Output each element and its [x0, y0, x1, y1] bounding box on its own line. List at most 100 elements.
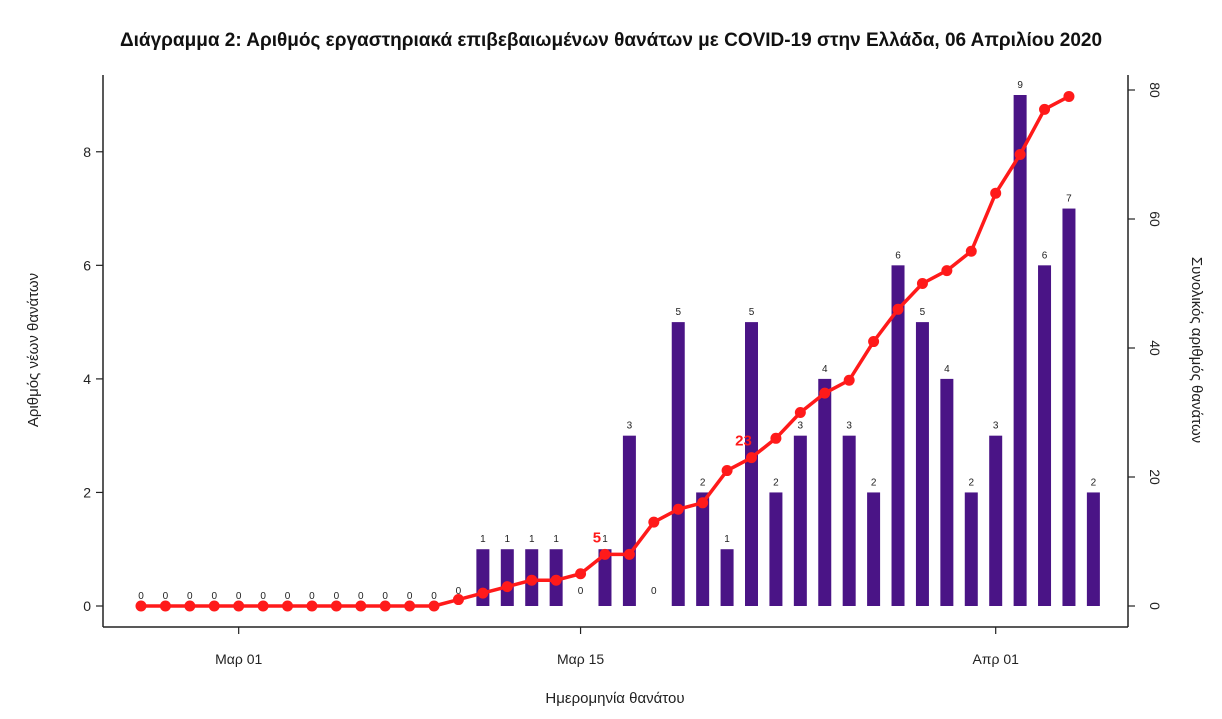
y-right-tick-label: 40	[1147, 340, 1163, 356]
y-left-tick-label: 4	[83, 371, 91, 387]
y-left-tick-label: 8	[83, 144, 91, 160]
bar-value-label: 0	[334, 591, 340, 602]
bar	[1062, 208, 1076, 607]
y-axis-right-title: Συνολικός αριθμός θανάτων	[1188, 257, 1205, 443]
bar-value-label: 3	[993, 421, 999, 432]
cumulative-point	[452, 594, 464, 606]
cumulative-point	[379, 600, 391, 612]
cumulative-point	[843, 374, 855, 386]
bar	[964, 492, 978, 606]
bar-value-label: 5	[749, 307, 755, 318]
cumulative-point	[868, 336, 880, 348]
bar-value-label: 0	[358, 591, 364, 602]
bar-value-label: 4	[944, 364, 950, 375]
cumulative-point	[721, 465, 733, 477]
cumulative-point	[746, 452, 757, 464]
bar-value-label: 1	[724, 534, 730, 545]
bar-value-label: 5	[675, 307, 681, 318]
bar	[842, 435, 856, 606]
bar-value-label: 0	[651, 586, 657, 597]
bar	[891, 265, 905, 606]
cumulative-line	[141, 94, 1070, 608]
cumulative-point	[526, 574, 538, 586]
cumulative-point	[184, 600, 196, 612]
bar-value-label: 2	[1091, 477, 1097, 488]
bar-value-label: 2	[871, 477, 877, 488]
cumulative-point	[550, 574, 562, 586]
bar	[500, 549, 514, 606]
bar	[793, 435, 807, 606]
y-left-tick-label: 6	[83, 257, 91, 273]
bar-value-label: 0	[431, 591, 437, 602]
cumulative-point	[208, 600, 220, 612]
bar-value-label: 0	[187, 591, 193, 602]
cumulative-point	[1039, 103, 1051, 115]
y-left-tick-label: 0	[83, 598, 91, 614]
y-right-tick-label: 20	[1147, 469, 1163, 485]
bar-value-label: 0	[285, 591, 291, 602]
x-tick-label: Απρ 01	[972, 651, 1019, 667]
bar	[720, 549, 734, 606]
x-tick-label: Μαρ 01	[215, 651, 262, 667]
cumulative-point	[648, 516, 660, 528]
y-right-tick-label: 60	[1147, 211, 1163, 227]
bar-value-label: 3	[846, 421, 852, 432]
cumulative-point	[770, 432, 782, 444]
bar-value-label: 0	[309, 591, 315, 602]
bar	[989, 435, 1003, 606]
bar	[598, 549, 612, 606]
bar-value-label: 0	[163, 591, 169, 602]
bar	[940, 378, 954, 606]
bar	[671, 322, 685, 606]
cumulative-point	[135, 600, 147, 612]
bar	[867, 492, 881, 606]
bar-value-label: 2	[968, 477, 974, 488]
cumulative-point	[892, 303, 904, 315]
cumulative-point	[599, 548, 611, 560]
x-tick-label: Μαρ 15	[557, 651, 604, 667]
bar-value-label: 5	[920, 307, 926, 318]
cumulative-value-label: 23	[735, 433, 752, 450]
bar	[769, 492, 783, 606]
bar-value-label: 0	[260, 591, 266, 602]
cumulative-point	[916, 278, 928, 289]
cumulative-point	[941, 265, 953, 277]
cumulative-point	[819, 387, 831, 399]
bar	[745, 322, 758, 606]
y-axis-left-title: Αριθμός νέων θανάτων	[25, 273, 42, 427]
bar-value-label: 0	[236, 591, 242, 602]
cumulative-point	[477, 587, 489, 599]
bar-value-label: 1	[529, 534, 535, 545]
cumulative-point	[257, 600, 269, 612]
cumulative-point	[623, 548, 635, 560]
bar-value-label: 0	[382, 591, 388, 602]
cumulative-point	[794, 407, 806, 418]
bar-value-label: 1	[602, 534, 608, 545]
bar	[1038, 265, 1052, 606]
bar-value-label: 2	[773, 477, 779, 488]
y-left-tick-label: 2	[83, 484, 91, 500]
bar-value-label: 0	[578, 586, 584, 597]
cumulative-point	[330, 600, 342, 612]
bar	[915, 322, 929, 606]
bar	[818, 378, 832, 606]
bar-value-label: 0	[138, 591, 144, 602]
bar	[696, 492, 710, 606]
cumulative-value-label: 5	[593, 529, 601, 546]
cumulative-point	[159, 600, 171, 612]
bar-value-label: 1	[553, 534, 559, 545]
cumulative-point	[575, 568, 587, 580]
bar-value-label: 9	[1017, 80, 1023, 91]
cumulative-point	[404, 600, 416, 612]
cumulative-point	[672, 503, 684, 515]
bar-value-label: 2	[700, 477, 706, 488]
bar-value-label: 3	[798, 421, 804, 432]
bar	[1013, 95, 1027, 606]
bar-value-label: 1	[480, 534, 486, 545]
bar	[622, 435, 636, 606]
bar-value-label: 0	[456, 586, 462, 597]
cumulative-point	[428, 600, 440, 612]
y-right-tick-label: 0	[1147, 602, 1163, 610]
bar-value-label: 6	[1042, 250, 1048, 261]
